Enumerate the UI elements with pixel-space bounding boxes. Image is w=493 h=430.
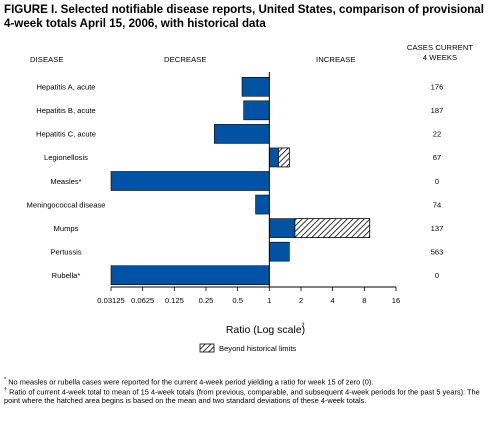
disease-label: Hepatitis C, acute: [36, 130, 96, 139]
beyond-limits-bar: [294, 218, 371, 239]
x-tick-label: 0.5: [232, 296, 243, 305]
footnote-2-text: Ratio of current 4-week total to mean of…: [4, 387, 480, 406]
ratio-bar: [214, 124, 270, 144]
cases-value: 187: [431, 106, 444, 115]
disease-label: Meningococcal disease: [27, 200, 106, 209]
disease-label: Legionellosis: [44, 153, 88, 162]
legend-hatch-swatch: [199, 343, 215, 353]
cases-value: 67: [433, 153, 441, 162]
cases-value: 0: [435, 271, 439, 280]
cases-value: 563: [431, 247, 444, 256]
ratio-bar: [243, 100, 270, 121]
ratio-bar: [269, 147, 279, 168]
disease-label: Mumps: [54, 224, 79, 233]
disease-column-header: DISEASE: [30, 55, 64, 64]
x-tick-label: 0.25: [199, 296, 214, 305]
disease-label: Rubella*: [52, 271, 81, 280]
disease-label: Measles*: [50, 177, 81, 186]
footnote-2-mark: †: [4, 387, 8, 393]
x-tick-label: 0.03125: [97, 296, 124, 305]
footnote-1: * No measles or rubella cases were repor…: [4, 376, 490, 386]
x-tick-label: 0.125: [165, 296, 184, 305]
decrease-header: DECREASE: [164, 55, 207, 64]
x-axis-label-mark: †: [302, 323, 305, 329]
ratio-bar: [255, 194, 270, 215]
footnote-1-mark: *: [4, 377, 7, 383]
disease-label: Hepatitis A, acute: [36, 83, 95, 92]
x-tick-label: 4: [331, 296, 335, 305]
cases-header-line2: 4 WEEKS: [422, 53, 458, 62]
footnote-2: † Ratio of current 4-week total to mean …: [4, 386, 490, 405]
figure-title: FIGURE I. Selected notifiable disease re…: [4, 3, 484, 30]
cases-value: 22: [433, 130, 441, 139]
x-tick-label: 0.0625: [131, 296, 154, 305]
x-axis-label: Ratio (Log scale): [226, 324, 305, 336]
beyond-limits-bar: [278, 147, 290, 168]
increase-header: INCREASE: [316, 55, 356, 64]
footnote-1-text: No measles or rubella cases were reporte…: [8, 377, 374, 387]
ratio-bar: [269, 218, 296, 238]
cases-header-line1: CASES CURRENT: [406, 43, 474, 52]
ratio-bar: [269, 241, 290, 262]
x-tick-label: 8: [362, 296, 366, 305]
cases-value: 0: [435, 177, 439, 186]
cases-value: 74: [433, 200, 441, 209]
x-tick-label: 1: [267, 296, 271, 305]
legend-label: Beyond historical limits: [219, 344, 296, 353]
ratio-bar: [241, 76, 270, 97]
ratio-bar: [110, 265, 270, 286]
x-tick-label: 2: [299, 296, 303, 305]
cases-value: 176: [431, 83, 444, 92]
disease-label: Pertussis: [50, 247, 81, 256]
cases-value: 137: [431, 224, 444, 233]
ratio-bar: [110, 171, 270, 191]
disease-label: Hepatitis B, acute: [36, 106, 96, 115]
x-tick-label: 16: [392, 296, 400, 305]
